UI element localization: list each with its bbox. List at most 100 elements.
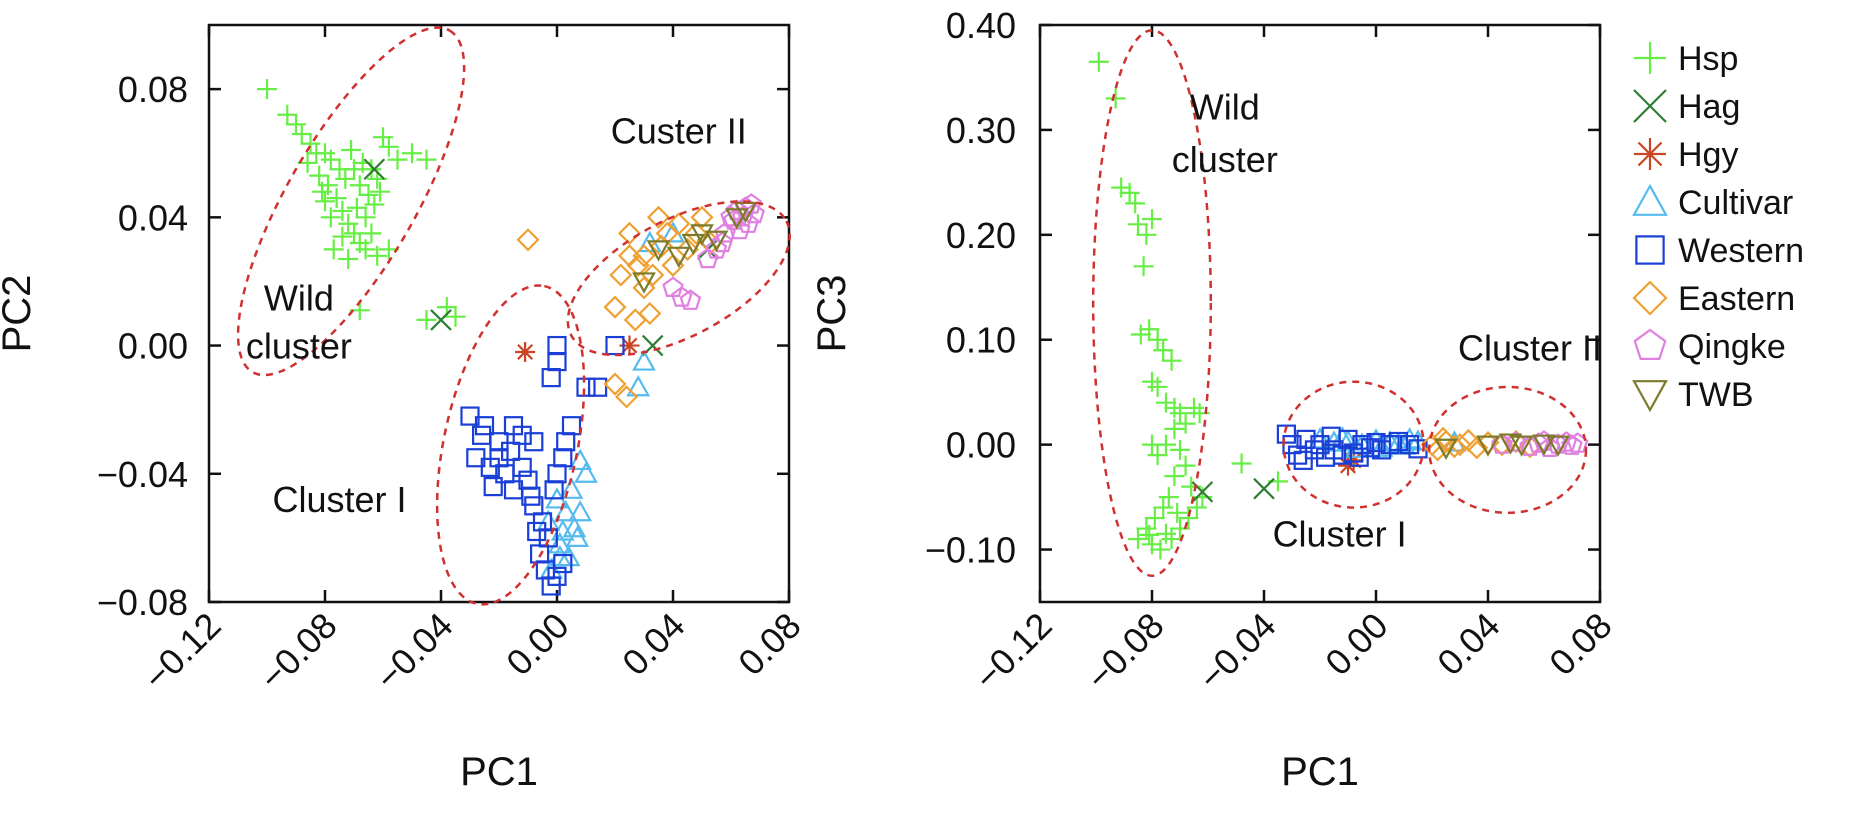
- data-point: [416, 309, 437, 330]
- data-point: [690, 205, 714, 229]
- data-point: [684, 221, 708, 245]
- data-point: [291, 123, 312, 144]
- data-point: [521, 486, 541, 506]
- data-point: [632, 349, 656, 371]
- cluster-ellipse: [566, 200, 791, 357]
- data-point: [1142, 534, 1162, 555]
- x-tick-label: −0.08: [251, 605, 344, 698]
- data-point: [1170, 439, 1190, 460]
- cluster-annotation: Custer II: [611, 111, 747, 152]
- data-point: [1186, 497, 1207, 518]
- data-point: [1136, 224, 1157, 245]
- pc1-pc3-scatter-panel: −0.12 −0.08 −0.04 0.00 0.04 0.08 0.40 0.30 0.20 0…: [810, 5, 1620, 794]
- cluster-annotation: Wild: [1190, 86, 1260, 127]
- legend-item-western: Western: [1635, 232, 1804, 270]
- data-point: [323, 239, 344, 260]
- data-point: [524, 432, 544, 452]
- legend-label: Cultivar: [1678, 184, 1793, 222]
- data-point: [309, 165, 330, 186]
- data-point: [1161, 350, 1182, 371]
- series-hsp: [257, 79, 466, 330]
- data-point: [1119, 182, 1140, 203]
- data-point: [515, 341, 536, 362]
- data-point: [1153, 340, 1174, 361]
- data-point: [553, 499, 578, 522]
- legend-marker: [1632, 183, 1668, 216]
- data-point: [501, 441, 521, 461]
- data-point: [277, 104, 298, 125]
- y-tick-label: 0.08: [118, 69, 188, 110]
- data-point: [576, 377, 596, 397]
- data-point: [1147, 329, 1168, 350]
- data-point: [548, 532, 572, 554]
- data-point: [1142, 371, 1162, 392]
- legend-item-hag: Hag: [1633, 88, 1740, 126]
- data-point: [681, 233, 706, 256]
- data-point: [646, 240, 671, 262]
- data-point: [675, 237, 700, 261]
- x-tick-label: 0.08: [730, 605, 809, 684]
- data-point: [1538, 436, 1561, 457]
- data-point: [320, 149, 341, 170]
- data-point: [638, 301, 662, 326]
- data-point: [344, 223, 364, 244]
- cluster-ellipse: [1282, 380, 1425, 509]
- legend-marker: [1632, 380, 1668, 413]
- data-point: [587, 377, 608, 397]
- data-point: [332, 200, 353, 221]
- cluster-ellipse: [1427, 385, 1588, 515]
- data-point: [568, 448, 593, 471]
- data-point: [364, 194, 385, 215]
- y-tick-label: 0.20: [946, 215, 1016, 256]
- data-point: [619, 335, 640, 356]
- data-point: [387, 149, 408, 170]
- data-point: [646, 205, 671, 229]
- data-point: [341, 140, 362, 161]
- data-point: [1161, 529, 1182, 550]
- data-point: [320, 207, 341, 228]
- data-point: [1150, 539, 1171, 560]
- series-twb: [1434, 433, 1570, 461]
- data-point: [1164, 418, 1185, 439]
- data-point: [1142, 209, 1162, 230]
- data-point: [430, 309, 452, 331]
- x-tick-label: 0.04: [614, 605, 693, 684]
- data-point: [1476, 435, 1500, 457]
- data-point: [1431, 426, 1455, 450]
- data-point: [257, 79, 277, 100]
- y-axis-label: PC3: [810, 275, 854, 353]
- data-point: [1139, 319, 1160, 340]
- cluster-annotation: cluster: [246, 325, 352, 366]
- data-point: [724, 208, 749, 230]
- data-point: [1170, 518, 1190, 539]
- data-point: [1111, 177, 1132, 198]
- series-western: [460, 335, 625, 596]
- data-point: [312, 181, 333, 202]
- data-point: [373, 127, 393, 148]
- data-point: [483, 477, 503, 497]
- data-point: [547, 566, 567, 586]
- data-point: [1156, 523, 1176, 544]
- data-point: [666, 246, 691, 269]
- data-point: [1546, 435, 1570, 457]
- data-point: [1133, 256, 1154, 277]
- data-point: [358, 184, 379, 205]
- series-twb: [632, 201, 758, 294]
- series-eastern: [516, 205, 723, 409]
- data-point: [1144, 508, 1165, 529]
- data-point: [1287, 445, 1308, 465]
- cluster-annotation: cluster: [1172, 139, 1278, 180]
- data-point: [1434, 438, 1458, 461]
- data-point: [617, 221, 642, 245]
- data-point: [503, 416, 524, 436]
- data-point: [1175, 413, 1196, 434]
- legend-marker: [1635, 235, 1665, 265]
- data-point: [332, 226, 353, 247]
- legend-label: TWB: [1678, 376, 1754, 414]
- legend-marker: [1634, 138, 1666, 170]
- data-point: [361, 159, 382, 180]
- data-point: [626, 374, 651, 397]
- data-point: [711, 231, 734, 253]
- data-point: [541, 576, 561, 596]
- data-point: [623, 308, 647, 332]
